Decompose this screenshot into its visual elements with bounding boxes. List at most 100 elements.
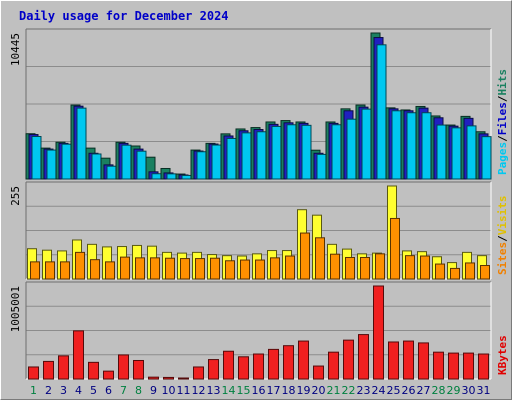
bar-kbytes-day-16 (253, 353, 264, 380)
bar-pages-day-26 (406, 112, 417, 180)
bar-kbytes-day-9 (148, 376, 159, 380)
bar-sites-day-21 (330, 253, 340, 280)
x-tick-label-day-1: 1 (30, 384, 37, 397)
bar-kbytes-day-30 (463, 352, 474, 380)
legend-label: / (496, 95, 509, 102)
x-tick-label-day-6: 6 (105, 384, 112, 397)
bar-sites-day-30 (465, 262, 475, 280)
panel-hits-files-pages-max-label: 10445 (9, 33, 22, 66)
bar-kbytes-day-19 (298, 340, 309, 380)
bar-pages-day-23 (361, 108, 372, 180)
bar-kbytes-day-29 (448, 352, 459, 380)
bar-sites-day-19 (300, 232, 310, 280)
bar-pages-day-27 (421, 112, 432, 180)
bar-sites-day-26 (405, 255, 415, 280)
bar-pages-day-5 (91, 153, 102, 180)
x-tick-label-day-12: 12 (192, 384, 206, 397)
bar-kbytes-day-12 (193, 366, 204, 380)
panel-hits-files-pages-legend: Pages/Files/Hits (496, 69, 509, 175)
bar-sites-day-9 (150, 257, 160, 280)
bar-sites-day-29 (450, 267, 460, 280)
bar-sites-day-7 (120, 256, 130, 280)
bar-pages-day-2 (46, 149, 57, 180)
bar-kbytes-day-3 (58, 355, 69, 380)
bar-kbytes-day-1 (28, 366, 39, 380)
x-tick-label-day-7: 7 (120, 384, 127, 397)
bar-sites-day-13 (210, 257, 220, 280)
bar-kbytes-day-31 (478, 353, 489, 380)
bar-pages-day-19 (301, 124, 312, 180)
panel-kbytes-legend: KBytes (496, 335, 509, 375)
bar-sites-day-31 (480, 265, 490, 280)
legend-label: Files (496, 102, 509, 135)
x-tick-label-day-19: 19 (297, 384, 311, 397)
bar-kbytes-day-28 (433, 351, 444, 380)
bar-pages-day-16 (256, 131, 267, 180)
bar-kbytes-day-5 (88, 361, 99, 380)
panel-visits-sites-max-label: 255 (9, 186, 22, 206)
bar-sites-day-2 (45, 261, 55, 280)
bar-pages-day-9 (151, 173, 162, 180)
bar-sites-day-22 (345, 256, 355, 280)
bar-kbytes-day-11 (178, 377, 189, 380)
legend-label: Hits (496, 69, 509, 96)
legend-label: Visits (496, 196, 509, 236)
x-tick-label-day-31: 31 (477, 384, 491, 397)
bar-sites-day-11 (180, 258, 190, 280)
bar-kbytes-day-21 (328, 351, 339, 380)
bar-kbytes-day-24 (373, 285, 384, 380)
legend-label: Sites (496, 242, 509, 275)
x-tick-label-day-5: 5 (90, 384, 97, 397)
bar-sites-day-18 (285, 255, 295, 280)
x-tick-label-day-30: 30 (462, 384, 476, 397)
bar-pages-day-28 (436, 124, 447, 180)
panel-kbytes-max-label: 1005001 (9, 286, 22, 332)
bar-sites-day-17 (270, 257, 280, 280)
bar-pages-day-30 (466, 125, 477, 180)
bar-pages-day-31 (481, 136, 492, 180)
x-tick-label-day-25: 25 (387, 384, 401, 397)
x-tick-label-day-10: 10 (162, 384, 176, 397)
x-tick-label-day-8: 8 (135, 384, 142, 397)
bar-kbytes-day-4 (73, 330, 84, 380)
x-tick-label-day-4: 4 (75, 384, 82, 397)
x-tick-label-day-13: 13 (207, 384, 221, 397)
bar-pages-day-14 (226, 137, 237, 180)
x-tick-label-day-29: 29 (447, 384, 461, 397)
bar-kbytes-day-8 (133, 359, 144, 380)
bar-pages-day-3 (61, 143, 72, 180)
bar-pages-day-13 (211, 144, 222, 180)
bar-kbytes-day-17 (268, 348, 279, 380)
bar-kbytes-day-7 (118, 354, 129, 380)
bar-sites-day-1 (30, 261, 40, 280)
bar-sites-day-23 (360, 256, 370, 280)
legend-label: / (496, 135, 509, 142)
bar-pages-day-1 (31, 136, 42, 180)
bar-sites-day-6 (105, 261, 115, 280)
bar-kbytes-day-20 (313, 365, 324, 380)
bar-pages-day-25 (391, 110, 402, 180)
x-tick-label-day-14: 14 (222, 384, 236, 397)
bar-kbytes-day-6 (103, 370, 114, 380)
bar-sites-day-8 (135, 257, 145, 280)
x-tick-label-day-22: 22 (342, 384, 356, 397)
x-tick-label-day-17: 17 (267, 384, 281, 397)
bar-sites-day-12 (195, 258, 205, 280)
bar-pages-day-12 (196, 151, 207, 180)
bar-sites-day-5 (90, 259, 100, 280)
x-tick-label-day-11: 11 (177, 384, 191, 397)
bar-kbytes-day-25 (388, 341, 399, 380)
x-tick-label-day-18: 18 (282, 384, 296, 397)
legend-label: / (496, 235, 509, 242)
x-tick-label-day-28: 28 (432, 384, 446, 397)
bar-pages-day-10 (166, 173, 177, 180)
bar-sites-day-3 (60, 261, 70, 280)
bar-sites-day-4 (75, 251, 85, 280)
bar-pages-day-29 (451, 127, 462, 180)
bar-pages-day-17 (271, 125, 282, 180)
bar-pages-day-6 (106, 165, 117, 180)
legend-label: Pages (496, 142, 509, 175)
x-tick-label-day-24: 24 (372, 384, 386, 397)
bar-pages-day-4 (76, 107, 87, 180)
